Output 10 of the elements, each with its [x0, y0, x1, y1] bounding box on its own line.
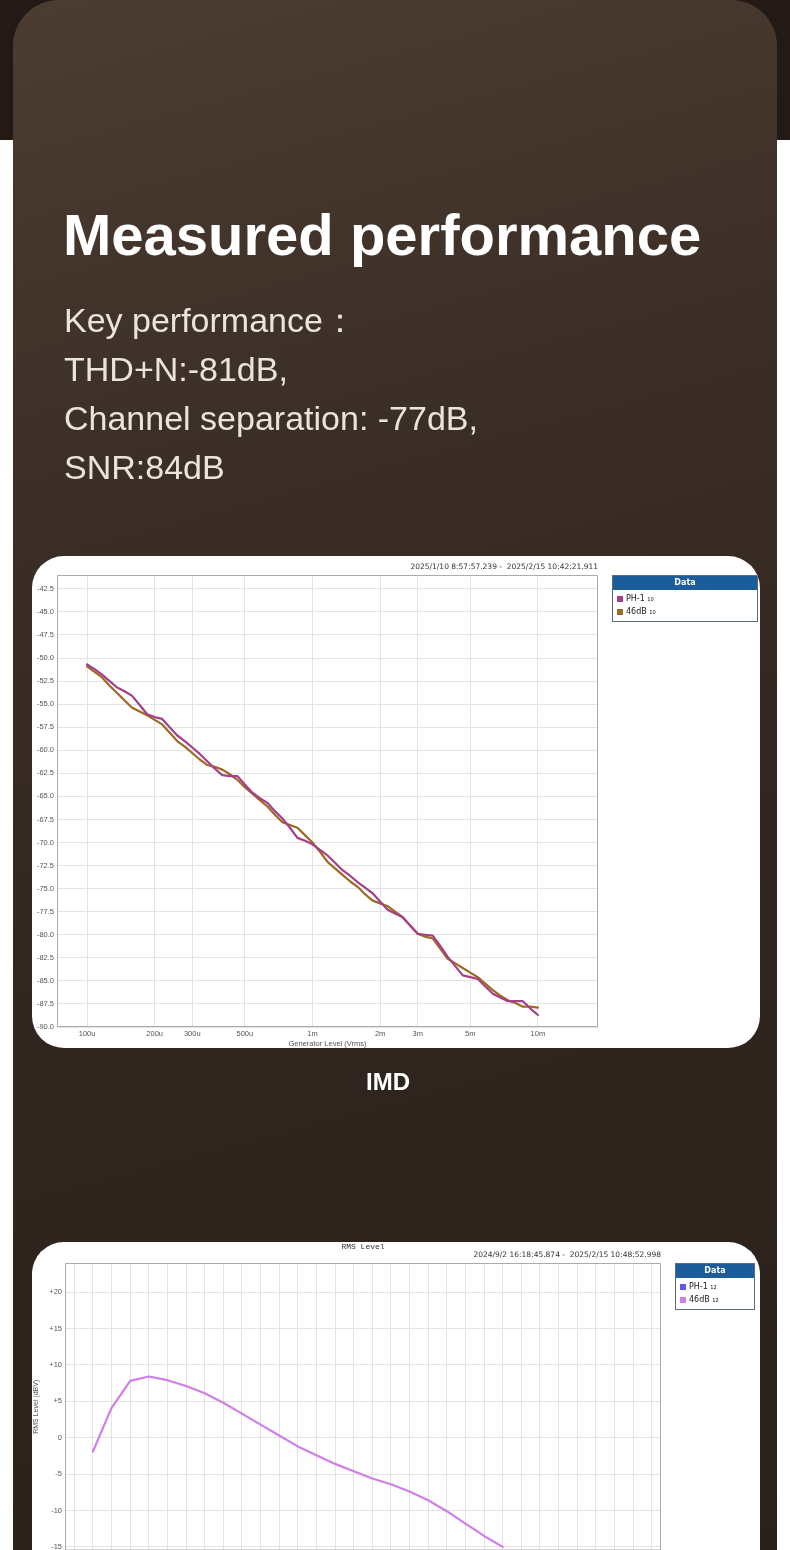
chart-title: Measured performance	[63, 202, 702, 268]
legend-label: 46dB ₁₂	[689, 1295, 719, 1304]
legend-label: PH-1 ₁₀	[626, 594, 654, 603]
legend-label: 46dB ₁₀	[626, 607, 656, 616]
legend-title: Data	[676, 1264, 754, 1278]
chart-title: RMS Level	[340, 1242, 386, 1251]
legend-label: PH-1 ₁₂	[689, 1282, 717, 1291]
text: IMD	[365, 1068, 411, 1096]
chart-subtitle: Key performance： THD+N:-81dB, Channel separation: -77dB, SNR:84dB	[64, 300, 478, 488]
legend-title: Data	[613, 576, 757, 590]
